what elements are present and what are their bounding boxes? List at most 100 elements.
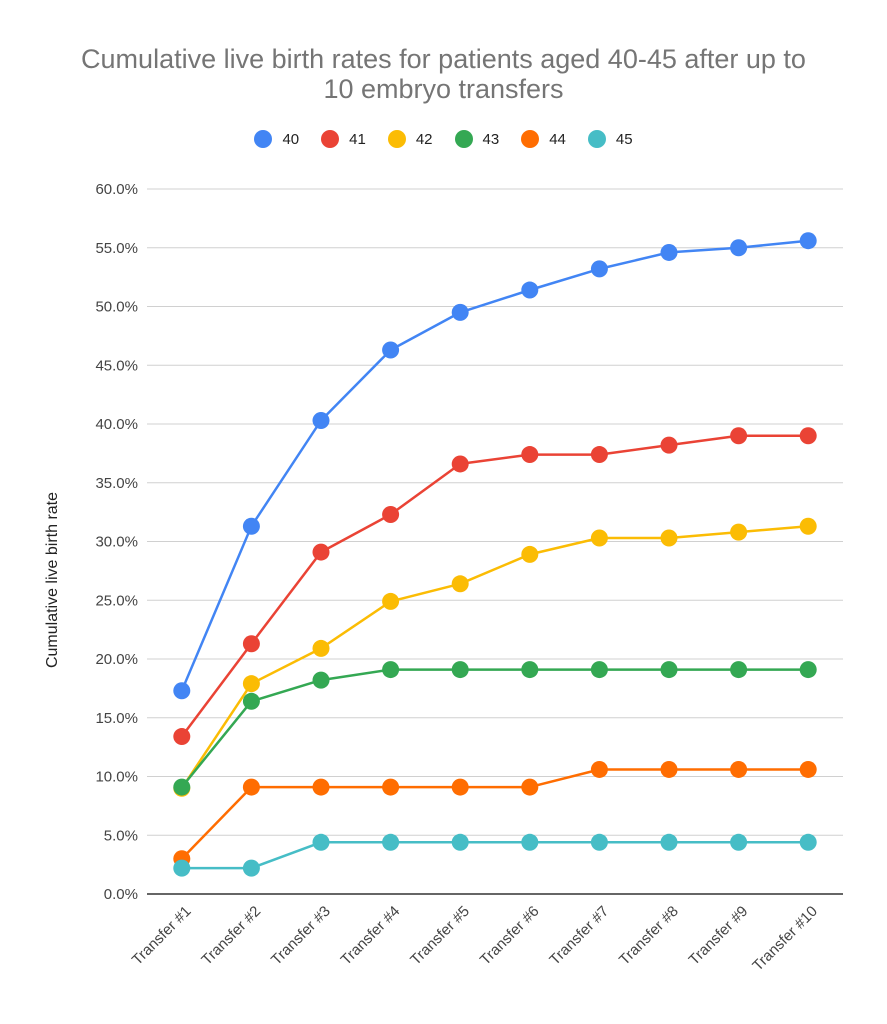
data-point-42 <box>730 523 748 541</box>
y-tick-label: 45.0% <box>95 357 138 374</box>
legend: 40 41 42 43 44 45 <box>0 130 887 148</box>
x-tick-label: Transfer #4 <box>338 903 404 969</box>
series-line-40 <box>180 239 809 692</box>
chart-title-line-1: Cumulative live birth rates for patients… <box>81 44 806 74</box>
legend-item-45[interactable]: 45 <box>587 130 633 148</box>
data-point-45 <box>451 833 469 851</box>
x-tick-label: Transfer #7 <box>546 903 612 969</box>
data-point-43 <box>312 671 330 689</box>
y-tick-label: 15.0% <box>95 710 138 727</box>
y-tick-label: 30.0% <box>95 534 138 551</box>
data-point-42 <box>451 575 469 593</box>
y-tick-label: 5.0% <box>104 827 138 844</box>
legend-label: 41 <box>349 130 366 148</box>
legend-label: 44 <box>549 130 566 148</box>
x-tick-label: Transfer #2 <box>198 903 264 969</box>
data-point-42 <box>242 675 260 693</box>
data-point-42 <box>590 529 608 547</box>
data-point-43 <box>242 692 260 710</box>
y-tick-label: 0.0% <box>104 886 138 903</box>
data-point-45 <box>173 859 191 877</box>
series-line-43 <box>180 668 809 788</box>
legend-marker <box>321 130 340 148</box>
data-point-40 <box>242 517 260 535</box>
data-point-41 <box>451 455 469 473</box>
data-point-43 <box>173 778 191 796</box>
data-point-40 <box>660 243 678 261</box>
legend-item-43[interactable]: 43 <box>454 130 500 148</box>
data-point-43 <box>451 661 469 679</box>
legend-label: 40 <box>282 130 300 148</box>
data-point-44 <box>799 760 817 778</box>
data-point-40 <box>173 682 191 700</box>
x-tick-label: Transfer #6 <box>477 903 543 969</box>
legend-marker <box>521 130 540 148</box>
legend-label: 43 <box>482 130 500 148</box>
data-point-45 <box>242 859 260 877</box>
data-point-45 <box>799 833 817 851</box>
series-line-41 <box>180 434 809 738</box>
data-point-45 <box>312 833 330 851</box>
y-tick-label: 35.0% <box>95 475 138 492</box>
data-point-43 <box>521 661 539 679</box>
series-line-45 <box>181 841 809 870</box>
x-tick-label: Transfer #1 <box>129 903 195 969</box>
data-point-45 <box>521 833 539 851</box>
data-point-40 <box>799 232 817 250</box>
data-point-41 <box>173 728 191 746</box>
data-point-43 <box>590 661 608 679</box>
data-point-45 <box>590 833 608 851</box>
x-tick-label: Transfer #8 <box>616 903 682 969</box>
data-point-45 <box>730 833 748 851</box>
chart-title-line-2: 10 embryo transfers <box>323 74 564 104</box>
legend-marker <box>587 130 606 148</box>
legend-item-44[interactable]: 44 <box>521 130 566 148</box>
data-point-42 <box>521 545 539 563</box>
y-tick-label: 50.0% <box>95 299 138 316</box>
data-point-41 <box>382 505 400 523</box>
legend-marker <box>254 130 273 148</box>
data-point-42 <box>382 592 400 610</box>
data-point-43 <box>730 661 748 679</box>
x-tick-label: Transfer #9 <box>686 903 752 969</box>
data-point-41 <box>312 543 330 561</box>
legend-item-41[interactable]: 41 <box>321 130 366 148</box>
data-point-41 <box>521 446 539 464</box>
series-line-42 <box>180 524 809 789</box>
data-point-40 <box>730 239 748 257</box>
legend-marker <box>454 130 473 148</box>
data-point-43 <box>382 661 400 679</box>
x-tick-label: Transfer #3 <box>268 903 334 969</box>
data-point-44 <box>451 778 469 796</box>
data-point-41 <box>590 446 608 464</box>
data-point-45 <box>382 833 400 851</box>
data-point-40 <box>382 341 400 359</box>
data-point-44 <box>660 760 678 778</box>
data-point-42 <box>799 517 817 535</box>
x-tick-label: Transfer #10 <box>749 903 821 975</box>
data-point-41 <box>660 436 678 454</box>
data-point-44 <box>382 778 400 796</box>
data-point-40 <box>590 260 608 278</box>
data-point-45 <box>660 833 678 851</box>
legend-label: 45 <box>615 130 633 148</box>
data-point-42 <box>660 529 678 547</box>
legend-label: 42 <box>415 130 433 148</box>
y-tick-label: 55.0% <box>95 240 138 257</box>
data-point-40 <box>451 303 469 321</box>
legend-item-40[interactable]: 40 <box>254 130 299 148</box>
data-point-44 <box>590 760 608 778</box>
data-point-43 <box>660 661 678 679</box>
data-point-41 <box>730 427 748 445</box>
x-tick-label: Transfer #5 <box>407 903 473 969</box>
data-point-42 <box>312 639 330 657</box>
legend-item-42[interactable]: 42 <box>387 130 433 148</box>
data-point-44 <box>730 760 748 778</box>
legend-marker <box>387 130 406 148</box>
data-point-40 <box>312 411 330 429</box>
series-line-44 <box>180 768 809 860</box>
y-tick-label: 20.0% <box>95 651 138 668</box>
y-tick-label: 40.0% <box>95 416 138 433</box>
